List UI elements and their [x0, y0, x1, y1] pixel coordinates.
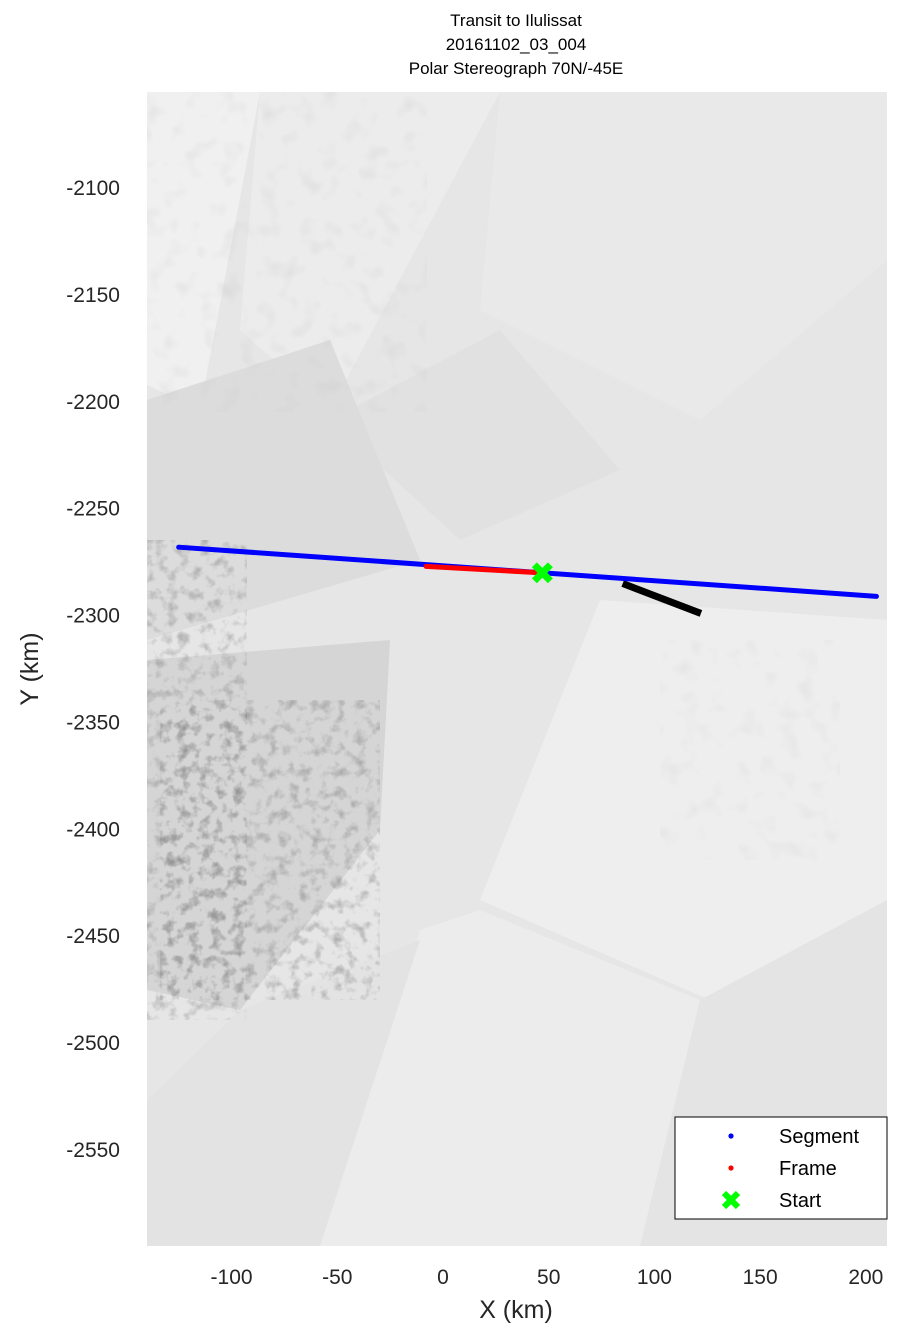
- y-tick-label: -2450: [66, 925, 120, 948]
- title-line-3: Polar Stereograph 70N/-45E: [409, 59, 624, 78]
- y-axis-label: Y (km): [16, 632, 44, 705]
- x-axis-ticks: -100 -50 0 50 100 150 200: [211, 1266, 884, 1289]
- mosaic-tile: [147, 940, 420, 1246]
- x-tick-label: -100: [211, 1266, 253, 1289]
- terrain-texture: [160, 700, 380, 1000]
- legend-label-frame: Frame: [779, 1158, 837, 1180]
- legend-label-segment: Segment: [779, 1126, 859, 1148]
- flight-tracks: [176, 544, 879, 617]
- x-axis-label: X (km): [479, 1296, 553, 1324]
- y-tick-label: -2250: [66, 498, 120, 521]
- mosaic-tile: [320, 910, 700, 1246]
- y-tick-label: -2400: [66, 818, 120, 841]
- satellite-mosaic: [147, 92, 887, 1246]
- y-tick-label: -2350: [66, 711, 120, 734]
- legend-marker-frame: [728, 1165, 734, 1171]
- other-track-line: [621, 580, 703, 617]
- start-marker: [531, 562, 553, 584]
- legend-label-start: Start: [779, 1190, 822, 1212]
- x-tick-label: -50: [322, 1266, 352, 1289]
- y-axis-ticks: -2100 -2150 -2200 -2250 -2300 -2350 -2400 -2450…: [66, 177, 120, 1162]
- title-line-2: 20161102_03_004: [446, 35, 587, 54]
- y-tick-label: -2300: [66, 605, 120, 628]
- legend-marker-start: [721, 1190, 741, 1210]
- title: Transit to Ilulissat 20161102_03_004 Pol…: [409, 11, 624, 78]
- terrain-texture: [147, 92, 427, 412]
- y-tick-label: -2150: [66, 284, 120, 307]
- legend: Segment Frame Start: [674, 1116, 888, 1220]
- y-tick-label: -2100: [66, 177, 120, 200]
- x-tick-label: 200: [848, 1266, 883, 1289]
- y-tick-label: -2500: [66, 1032, 120, 1055]
- legend-box: [674, 1116, 888, 1220]
- title-line-1: Transit to Ilulissat: [450, 11, 582, 30]
- x-tick-label: 50: [537, 1266, 560, 1289]
- x-tick-label: 150: [743, 1266, 778, 1289]
- frame-track-line: [423, 563, 545, 576]
- mosaic-tile: [480, 92, 887, 420]
- legend-marker-segment: [728, 1133, 734, 1139]
- y-tick-label: -2200: [66, 391, 120, 414]
- y-tick-label: -2550: [66, 1139, 120, 1162]
- x-tick-label: 100: [637, 1266, 672, 1289]
- terrain-texture: [660, 640, 840, 860]
- x-tick-label: 0: [437, 1266, 449, 1289]
